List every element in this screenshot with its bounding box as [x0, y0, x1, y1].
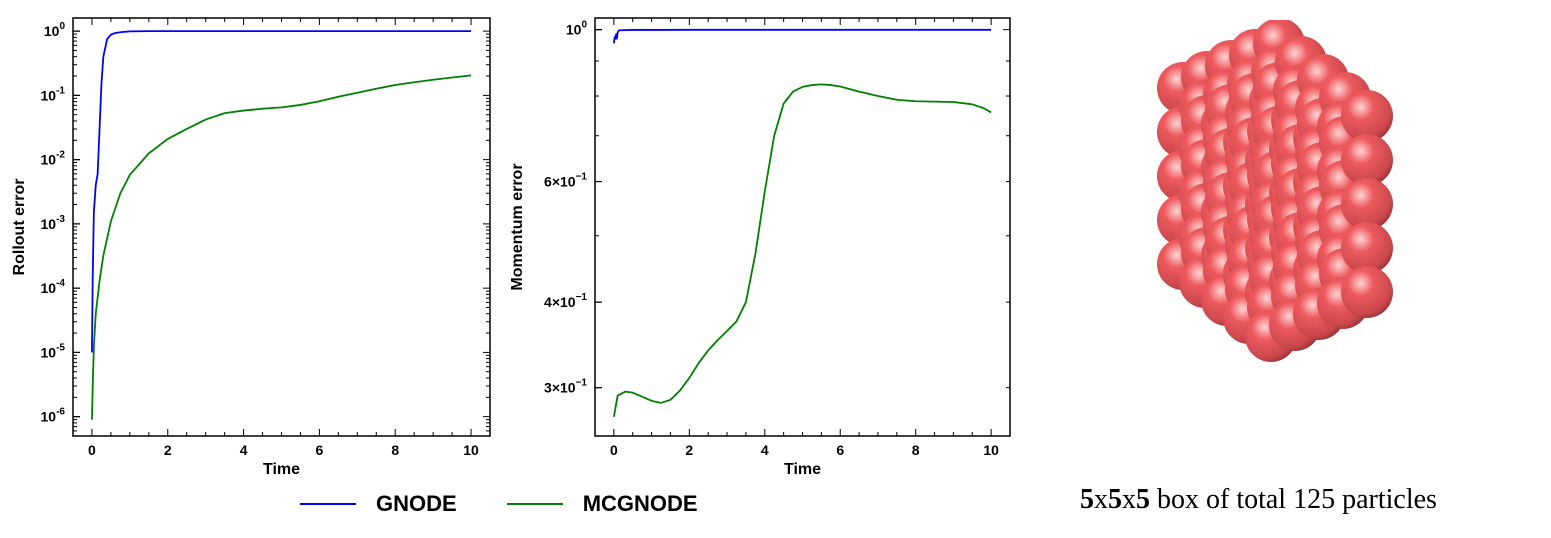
y-tick-label: 4×10−1 [544, 292, 587, 310]
x-tick-label: 10 [983, 442, 999, 458]
x-tick-label: 8 [912, 442, 920, 458]
momentum-error-chart: 0 2 4 6 8 10 3×10−1 4×10−1 6×10−1 100 Time Momentum… [509, 17, 1011, 478]
y-tick-label: 10-1 [41, 85, 66, 103]
x-tick-label: 6 [836, 442, 844, 458]
caption-bold-3: 5 [1136, 484, 1150, 515]
y-tick-label: 100 [566, 20, 588, 38]
x-tick-label: 2 [164, 442, 172, 458]
legend: GNODE MCGNODE [300, 486, 698, 522]
y-tick-label: 3×10−1 [544, 378, 587, 396]
x-tick-label: 4 [240, 442, 248, 458]
caption-bold-2: 5 [1108, 484, 1122, 515]
rollout-error-chart: 0 2 4 6 8 10 10-6 10-5 10-4 10-3 10-2 10-1 100 Time Ro… [11, 17, 491, 478]
y-tick-label: 10-6 [41, 407, 66, 425]
particle-box-illustration [1157, 20, 1393, 362]
legend-label-gnode: GNODE [376, 491, 457, 516]
legend-item-mcgnode: MCGNODE [506, 491, 698, 517]
series-group [612, 28, 992, 417]
series-line-gnode [612, 28, 992, 44]
y-tick-label: 10-3 [41, 214, 66, 232]
particle-sphere [1341, 222, 1393, 274]
x-tick-label: 6 [316, 442, 324, 458]
x-tick-label: 0 [610, 442, 618, 458]
particle-sphere [1341, 90, 1393, 142]
plot-frame [594, 17, 1011, 437]
series-line-gnode [91, 30, 472, 353]
x-tick-label: 10 [463, 442, 479, 458]
caption-x-1: x [1094, 484, 1108, 515]
legend-item-gnode: GNODE [300, 491, 457, 517]
y-tick-label: 10-5 [41, 342, 66, 360]
series-line-mcgnode [612, 83, 992, 417]
legend-label-mcgnode: MCGNODE [582, 491, 698, 516]
x-tick-label: 8 [391, 442, 399, 458]
particle-sphere [1341, 178, 1393, 230]
y-tick-label: 6×10−1 [544, 172, 587, 190]
y-tick-label: 10-4 [41, 278, 66, 296]
x-tick-label: 0 [88, 442, 96, 458]
caption-bold-1: 5 [1080, 484, 1094, 515]
y-axis-title: Rollout error [11, 179, 28, 276]
x-tick-label: 4 [761, 442, 769, 458]
y-tick-label: 100 [44, 21, 66, 39]
x-axis-title: Time [784, 461, 821, 478]
particle-box-caption: 5x5x5 box of total 125 particles [1080, 484, 1437, 516]
caption-x-2: x [1122, 484, 1136, 515]
y-tick-label: 10-2 [41, 150, 66, 168]
legend-line-mcgnode [506, 503, 563, 505]
particle-sphere [1341, 134, 1393, 186]
particle-sphere [1341, 266, 1393, 318]
caption-rest: box of total 125 particles [1150, 484, 1437, 515]
series-group [91, 30, 472, 420]
legend-line-gnode [300, 503, 356, 505]
series-line-mcgnode [91, 74, 472, 420]
x-axis-title: Time [263, 461, 300, 478]
y-axis-title: Momentum error [509, 163, 526, 290]
x-tick-label: 2 [685, 442, 693, 458]
